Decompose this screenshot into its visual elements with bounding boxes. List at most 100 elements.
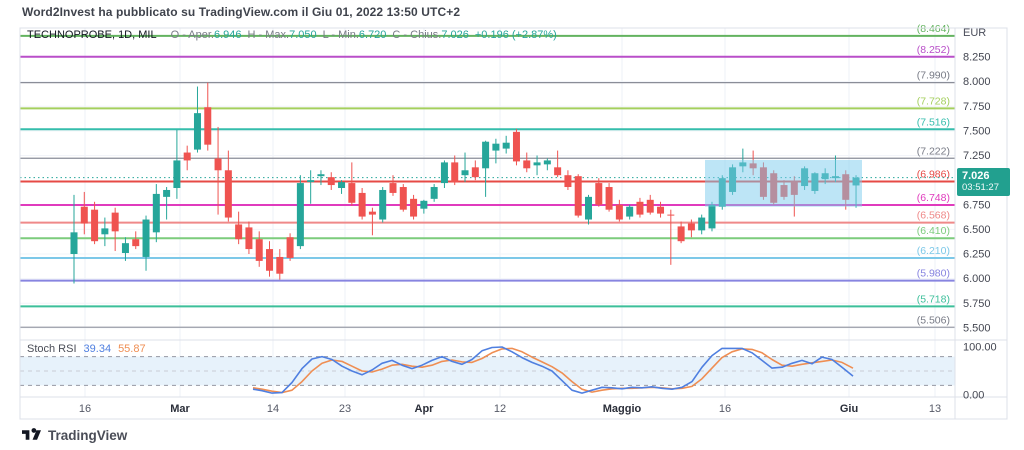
time-axis-label: Maggio: [603, 403, 642, 415]
candle-body: [585, 196, 592, 220]
level-label: (7.516): [917, 116, 950, 128]
candle: [152, 184, 160, 243]
candle-body: [502, 142, 510, 149]
candle-body: [482, 141, 490, 169]
level-label: (8.464): [917, 23, 950, 35]
current-price-badge[interactable]: 7.026 03:51:27: [957, 168, 1010, 197]
candle-body: [461, 170, 469, 176]
candle: [585, 194, 592, 225]
candle: [430, 184, 438, 202]
stoch-d-value: 55.87: [118, 343, 146, 355]
candle-body: [368, 211, 376, 215]
candle: [101, 217, 109, 247]
candle: [523, 152, 531, 173]
candle: [204, 82, 212, 151]
candle: [379, 187, 387, 223]
candle: [348, 162, 356, 206]
candle-body: [440, 162, 448, 184]
level-label: (6.568): [917, 210, 950, 222]
price-tick-label: 5.750: [963, 298, 991, 310]
level-label: (7.222): [917, 145, 950, 157]
candle: [286, 233, 294, 261]
level-label: (5.506): [917, 314, 950, 326]
chart-plot-area[interactable]: [20, 28, 955, 397]
price-axis[interactable]: [955, 28, 1007, 397]
price-tick-label: 7.750: [963, 101, 991, 113]
candle-body: [193, 113, 201, 150]
candle: [255, 231, 263, 267]
time-axis-label: Apr: [415, 403, 435, 415]
candle-body: [152, 193, 160, 233]
candle-body: [317, 174, 325, 177]
symbol-name: TECHNOPROBE, 1D, MIL: [27, 29, 157, 41]
candle-body: [101, 228, 109, 235]
candle: [595, 178, 603, 207]
candle: [657, 201, 665, 218]
candle: [677, 221, 685, 244]
candle: [482, 140, 490, 197]
candle: [461, 152, 469, 183]
time-axis-label: 14: [267, 403, 279, 415]
candle-body: [677, 226, 685, 242]
post-title: Word2Invest ha pubblicato su TradingView…: [22, 5, 461, 19]
time-axis[interactable]: [20, 397, 955, 419]
candle-body: [410, 198, 418, 217]
candle-body: [430, 187, 438, 199]
candle-body: [451, 162, 459, 183]
candle: [327, 172, 335, 190]
candle-body: [533, 162, 541, 166]
candle: [132, 231, 140, 250]
low-label: L - Min.: [322, 29, 359, 41]
candle-body: [471, 167, 479, 178]
candle: [543, 158, 551, 171]
badge-price: 7.026: [962, 170, 990, 183]
candle: [574, 174, 582, 218]
stoch-rsi-label: Stoch RSI: [27, 343, 77, 355]
candle-body: [698, 217, 706, 231]
candle-body: [327, 177, 335, 186]
close-label: C - Chius.: [392, 29, 442, 41]
level-label: (5.718): [917, 293, 950, 305]
price-tick-label: 6.000: [963, 273, 991, 285]
candle-body: [183, 152, 191, 161]
price-tick-label: 8.250: [963, 52, 991, 64]
candle: [235, 211, 243, 245]
stoch-k-value: 39.34: [83, 343, 112, 355]
level-label: (8.252): [917, 44, 950, 56]
time-axis-label: Giu: [840, 403, 858, 415]
candle-body: [512, 131, 520, 162]
time-axis-label: 16: [79, 403, 91, 415]
candle: [173, 129, 181, 199]
tradingview-attribution[interactable]: TradingView: [22, 428, 127, 443]
candle: [471, 160, 479, 181]
candle: [512, 128, 520, 166]
badge-countdown: 03:51:27: [962, 182, 999, 194]
candle: [554, 150, 562, 178]
candle-body: [142, 219, 150, 257]
candle: [687, 219, 695, 238]
price-tick-label: 8.000: [963, 76, 991, 88]
candle-body: [564, 175, 572, 188]
candle-body: [420, 200, 428, 209]
candle-body: [708, 204, 716, 229]
open-label: O - Aper.: [170, 29, 214, 41]
consolidation-highlight-box[interactable]: [705, 159, 862, 207]
candle: [183, 145, 191, 171]
candle-body: [595, 183, 603, 205]
candle: [564, 170, 572, 190]
candle-body: [523, 160, 531, 169]
time-axis-label: 23: [339, 403, 351, 415]
candle: [338, 180, 346, 194]
candle: [296, 175, 304, 250]
candle-body: [492, 143, 500, 151]
candle: [626, 204, 634, 220]
candle-body: [214, 158, 222, 171]
high-label: H - Max.: [247, 29, 290, 41]
candle: [368, 207, 376, 236]
low-value: 6.720: [358, 29, 387, 41]
candle: [266, 241, 274, 277]
candle: [276, 249, 284, 280]
candle: [533, 155, 541, 176]
candle: [142, 215, 150, 271]
